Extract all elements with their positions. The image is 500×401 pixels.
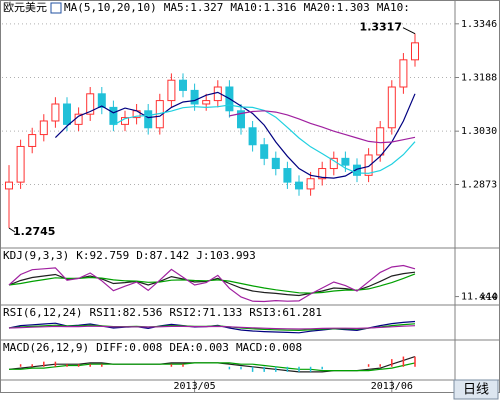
legend-entry: DEA:0.003 — [169, 341, 229, 354]
annotation: 1.2745 — [13, 225, 55, 238]
button-face[interactable] — [453, 379, 499, 400]
candle-body — [5, 181, 13, 190]
legend-entry: RSI2:71.133 — [169, 306, 242, 319]
series-line — [8, 325, 416, 330]
y-tick-label: 1.3346 — [461, 19, 497, 30]
candle-body — [63, 103, 71, 125]
x-tick-label: 2013/06 — [371, 381, 413, 392]
y-tick-label: 1.2873 — [461, 180, 497, 191]
candle-body — [387, 86, 396, 129]
legend-entry: MA5:1.327 — [164, 1, 224, 14]
x-tick-label: 2013/05 — [174, 381, 216, 392]
legend-entry: MA20:1.303 — [304, 1, 370, 14]
candle-body — [97, 93, 106, 108]
y-tick-label: 1.3030 — [461, 126, 497, 137]
legend-entry: MA10: — [377, 1, 410, 14]
legend-entry: MACD(26,12,9) — [3, 341, 89, 354]
candle-body — [16, 145, 25, 183]
candle-body — [341, 157, 350, 166]
chart-title: 欧元美元 — [3, 1, 47, 14]
legend-entry: RSI3:61.281 — [249, 306, 322, 319]
candle-body — [51, 103, 60, 122]
candle-body — [283, 168, 292, 183]
annotation-arrow — [402, 27, 416, 35]
y-tick-label: 11.444 — [461, 292, 497, 303]
candle-body — [399, 59, 408, 88]
candle-body — [306, 178, 315, 190]
candle-body — [109, 106, 118, 125]
legend-entry: RSI1:82.536 — [89, 306, 162, 319]
candle-body — [271, 157, 280, 170]
candle-body — [167, 79, 176, 102]
annotation-arrow — [8, 227, 16, 233]
candle-body — [144, 110, 153, 129]
period-button[interactable]: 日线 — [453, 379, 499, 400]
legend-entry: RSI(6,12,24) — [3, 306, 82, 319]
candle-body — [28, 134, 37, 147]
annotation: 1.3317 — [360, 21, 402, 34]
legend-entry: DIFF:0.008 — [96, 341, 162, 354]
candle-body — [295, 181, 303, 190]
candle-body — [39, 120, 48, 136]
candle-body — [190, 89, 199, 105]
legend-entry: J:103.993 — [196, 249, 256, 262]
candle-body — [248, 127, 257, 146]
candle-body — [179, 79, 187, 91]
legend-entry: MA(5,10,20,10) — [64, 1, 157, 14]
legend-entry: KDJ(9,3,3) — [3, 249, 69, 262]
candle-body — [376, 127, 385, 156]
unit-label: x10 — [480, 292, 498, 303]
legend-entry: MA10:1.316 — [230, 1, 296, 14]
candle-body — [86, 93, 95, 115]
legend-entry: D:87.142 — [136, 249, 189, 262]
series-line — [229, 110, 416, 144]
y-tick-label: 1.3188 — [461, 72, 497, 83]
series-line — [54, 91, 416, 179]
series-line — [9, 362, 416, 372]
indicator-icon — [50, 2, 62, 14]
candle-body — [202, 100, 211, 105]
series-line — [8, 264, 416, 303]
candle-body — [411, 42, 419, 61]
legend-entry: MACD:0.008 — [236, 341, 302, 354]
candle-body — [318, 168, 327, 180]
button-label[interactable]: 日线 — [463, 383, 489, 398]
candle-body — [260, 144, 269, 159]
legend-entry: K:92.759 — [76, 249, 129, 262]
candle-body — [364, 154, 373, 176]
candle-body — [237, 110, 245, 129]
candle-body — [353, 164, 361, 176]
